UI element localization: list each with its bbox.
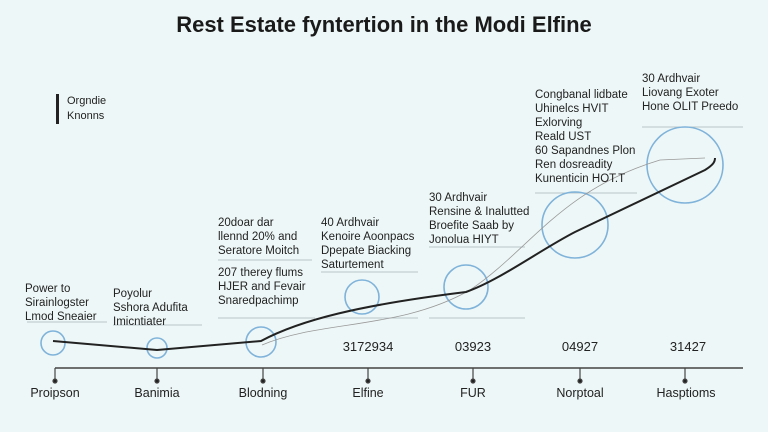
diagram-title: Rest Estate fyntertion in the Modi Elfin…: [176, 12, 592, 37]
text-line: HJER and Fevair: [218, 281, 306, 293]
axis-tick: [52, 368, 58, 384]
node-circle: [443, 264, 489, 310]
axis-label: Proipson: [30, 386, 80, 400]
node-circle: [646, 126, 724, 204]
text-line: Snaredpachimp: [218, 295, 299, 307]
text-line: Uhinelcs HVIT: [535, 103, 609, 115]
legend: Orgndie Knonns: [56, 94, 106, 124]
text-line: 40 Ardhvair: [321, 217, 380, 229]
text-line: 30 Ardhvair: [429, 192, 488, 204]
text-line: Hone OLIT Preedo: [642, 101, 739, 113]
text-line: Kenoire Aoonpacs: [321, 231, 415, 243]
text-line: Dpepate Biacking: [321, 245, 412, 257]
trend-line: [52, 157, 716, 352]
axis-label: Hasptioms: [656, 386, 716, 400]
text-block: 207 therey flums HJER and Fevair Snaredpac…: [218, 266, 306, 308]
text-line: Lmod Sneaier: [25, 311, 97, 323]
text-line: Kunenticin HOT.T: [535, 173, 626, 185]
text-line: Liovang Exoter: [642, 87, 719, 99]
text-line: Exlorving: [535, 117, 583, 129]
text-line: Saturtement: [321, 259, 384, 271]
node-circle: [40, 330, 66, 356]
text-block: Poyolur Sshora Adufita Imicntiater: [113, 287, 188, 329]
text-line: Jonolua HIYT: [429, 234, 499, 246]
value-label: 03923: [454, 339, 492, 354]
text-block: 30 Ardhvair Rensine & Inalutted Broefite S…: [429, 191, 529, 247]
text-line: llennd 20% and: [218, 231, 298, 243]
axis-tick: [154, 368, 160, 384]
axis-tick: [365, 368, 371, 384]
value-label: 3172934: [342, 339, 394, 354]
text-block: 20doar dar llennd 20% and Seratore Moitch: [218, 216, 299, 258]
axis-label: Blodning: [238, 386, 288, 400]
value-label: 04927: [561, 339, 599, 354]
node-circle: [344, 279, 380, 315]
text-line: Rensine & Inalutted: [429, 206, 530, 218]
axis-label: FUR: [460, 386, 486, 400]
axis-label: Norptoal: [556, 386, 604, 400]
text-line: Seratore Moitch: [218, 245, 300, 257]
legend-line: Orgndie: [67, 95, 107, 107]
text-line: 20doar dar: [218, 217, 274, 229]
text-block: Power to Sirainlogster Lmod Sneaier: [25, 282, 97, 324]
axis-tick: [470, 368, 476, 384]
text-line: Imicntiater: [113, 316, 167, 328]
node-circle: [541, 191, 609, 259]
node-circle: [146, 337, 168, 359]
text-line: Sirainlogster: [25, 297, 89, 309]
text-line: Power to: [25, 283, 71, 295]
axis-label: Elfine: [352, 386, 384, 400]
text-line: Congbanal lidbate: [535, 89, 628, 101]
legend-line: Knonns: [67, 110, 105, 122]
text-line: 30 Ardhvair: [642, 73, 701, 85]
text-line: Broefite Saab by: [429, 220, 515, 232]
text-block: Congbanal lidbate Uhinelcs HVIT Exlorving R…: [535, 88, 635, 186]
text-line: Ren dosreadity: [535, 159, 613, 171]
value-label: 31427: [669, 339, 707, 354]
axis-tick: [682, 368, 688, 384]
text-line: 207 therey flums: [218, 267, 304, 279]
text-line: 60 Sapandnes Plon: [535, 145, 636, 157]
axis-tick: [260, 368, 266, 384]
axis-label: Banimia: [134, 386, 180, 400]
axis-tick: [577, 368, 583, 384]
text-line: Poyolur: [113, 288, 152, 300]
text-line: Reald UST: [535, 131, 592, 143]
text-block: 30 Ardhvair Liovang Exoter Hone OLIT Preed…: [642, 72, 738, 114]
text-line: Sshora Adufita: [113, 302, 188, 314]
text-block: 40 Ardhvair Kenoire Aoonpacs Dpepate Biack…: [321, 216, 414, 272]
